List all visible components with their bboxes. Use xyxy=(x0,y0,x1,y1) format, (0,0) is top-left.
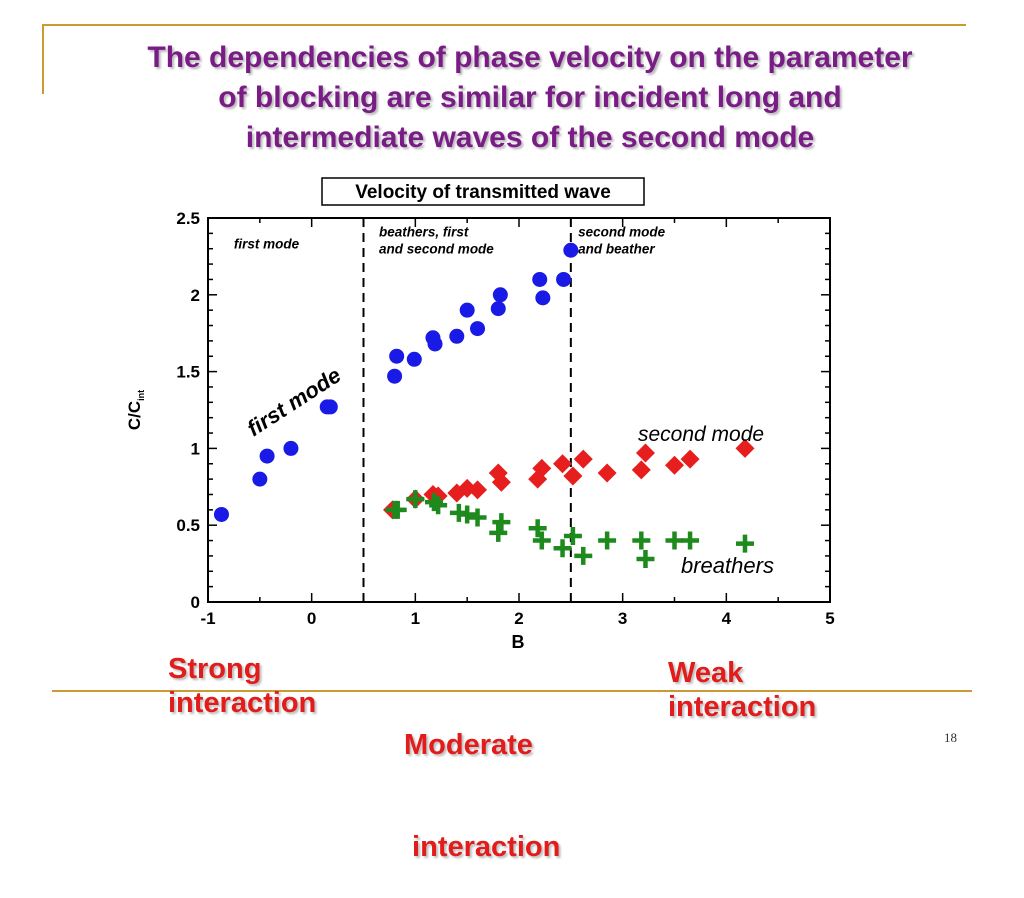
first-mode-point xyxy=(490,301,506,317)
interaction-line: Strong xyxy=(168,653,262,685)
second-mode-point xyxy=(553,454,573,474)
first-mode-point xyxy=(389,348,405,364)
y-tick-label: 1 xyxy=(191,439,200,458)
breather-point xyxy=(632,531,651,550)
title-line: The dependencies of phase velocity on th… xyxy=(147,41,913,74)
region-label: and beather xyxy=(578,241,655,256)
first-mode-point xyxy=(532,271,548,287)
interaction-line: interaction xyxy=(668,691,817,723)
breather-point xyxy=(553,539,572,558)
second-mode-point xyxy=(468,480,488,500)
slide-title: The dependencies of phase velocity on th… xyxy=(80,38,980,158)
first-mode-point xyxy=(406,351,422,367)
first-mode-point xyxy=(259,448,275,464)
breather-point xyxy=(563,526,582,545)
y-tick-label: 0.5 xyxy=(176,516,200,535)
breather-point xyxy=(735,534,754,553)
breather-point xyxy=(598,531,617,550)
x-tick-label: 4 xyxy=(722,609,732,628)
region-label: and second mode xyxy=(379,241,494,256)
breather-point xyxy=(406,490,425,509)
breather-point xyxy=(388,500,407,519)
title-line: of blocking are similar for incident lon… xyxy=(218,81,842,114)
chart-title-box xyxy=(321,177,645,206)
first-mode-point xyxy=(252,471,268,487)
breather-point xyxy=(665,531,684,550)
y-axis-label-subscript: int xyxy=(136,390,146,401)
breather-point xyxy=(532,531,551,550)
second-mode-point xyxy=(665,455,684,475)
breather-point xyxy=(489,523,508,542)
breathers-series-label: breathers xyxy=(681,553,774,578)
breather-point xyxy=(528,519,547,538)
first-mode-point xyxy=(563,242,579,258)
left-rule xyxy=(42,24,44,94)
interaction-line: Moderate xyxy=(404,729,533,761)
second-mode-point xyxy=(631,460,651,480)
second-mode-point xyxy=(532,458,552,478)
first-mode-point xyxy=(213,506,229,522)
first-mode-point xyxy=(470,321,486,337)
breather-point xyxy=(429,496,448,515)
second-mode-point xyxy=(680,449,700,469)
weak-interaction-label: Weak interaction xyxy=(668,656,816,724)
page-number: 18 xyxy=(944,730,957,745)
interaction-line: interaction xyxy=(168,687,317,719)
first-mode-point xyxy=(556,271,572,287)
bottom-rule xyxy=(52,690,972,692)
breather-point xyxy=(468,508,487,527)
region-label: first mode xyxy=(234,237,300,252)
first-mode-point xyxy=(322,399,338,415)
x-tick-label: 0 xyxy=(307,609,316,628)
chart-title: Velocity of transmitted wave xyxy=(355,182,611,203)
first-mode-point xyxy=(427,336,443,352)
x-tick-label: 3 xyxy=(618,609,627,628)
x-tick-label: -1 xyxy=(200,609,215,628)
top-rule xyxy=(42,24,966,26)
breather-point xyxy=(681,531,700,550)
y-tick-label: 2 xyxy=(191,286,200,305)
second-mode-point xyxy=(735,438,755,458)
first-mode-point xyxy=(535,290,551,306)
first-mode-point xyxy=(449,328,465,344)
second-mode-series-label: second mode xyxy=(638,423,764,446)
y-tick-label: 0 xyxy=(191,593,200,612)
breather-point xyxy=(492,513,511,532)
x-tick-label: 2 xyxy=(514,609,523,628)
breather-point xyxy=(574,546,593,565)
strong-interaction-label: Strong interaction xyxy=(168,652,316,720)
second-mode-point xyxy=(563,466,583,486)
y-tick-label: 2.5 xyxy=(176,209,200,228)
x-tick-label: 1 xyxy=(411,609,420,628)
first-mode-point xyxy=(459,302,475,318)
region-label: beathers, first xyxy=(379,224,469,239)
interaction-line: Weak xyxy=(668,657,744,689)
second-mode-point xyxy=(597,463,617,483)
velocity-chart: Velocity of transmitted wave -1 0 1 2 3 4 500.… xyxy=(125,177,835,652)
first-mode-point xyxy=(492,287,508,303)
breather-point xyxy=(636,549,655,568)
region-label: second mode xyxy=(578,224,666,239)
moderate-interaction-label: Moderate interaction xyxy=(404,660,560,898)
y-axis-label: C/C xyxy=(125,401,144,430)
second-mode-point xyxy=(573,449,593,469)
svg-text:C/Cint: C/Cint xyxy=(125,390,146,430)
first-mode-point xyxy=(283,440,299,456)
first-mode-point xyxy=(387,368,403,384)
breather-point xyxy=(458,505,477,524)
interaction-line: interaction xyxy=(404,831,561,863)
y-tick-label: 1.5 xyxy=(176,363,200,382)
x-axis-label: B xyxy=(512,632,525,652)
x-tick-label: 5 xyxy=(825,609,834,628)
second-mode-point xyxy=(491,472,511,492)
title-line: intermediate waves of the second mode xyxy=(245,121,815,154)
second-mode-point xyxy=(635,443,655,463)
